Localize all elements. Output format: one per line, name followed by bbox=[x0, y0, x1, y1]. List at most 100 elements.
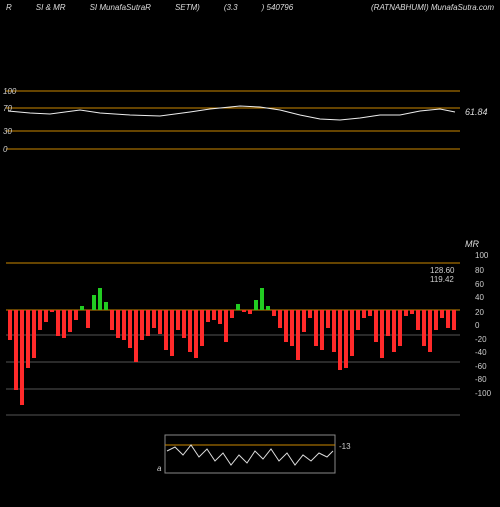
volume-bar bbox=[134, 310, 138, 362]
volume-bar bbox=[128, 310, 132, 348]
axis-label: 20 bbox=[475, 308, 484, 317]
axis-label: 0 bbox=[475, 321, 480, 330]
volume-bar bbox=[296, 310, 300, 360]
volume-bar bbox=[452, 310, 456, 330]
volume-bar bbox=[302, 310, 306, 332]
axis-label: 100 bbox=[3, 87, 17, 96]
volume-bar bbox=[434, 310, 438, 330]
hdr-ratna: (RATNABHUMI) MunafaSutra.com bbox=[371, 3, 494, 12]
hdr-v1: (3.3 bbox=[224, 3, 238, 12]
hdr-v2: ) 540796 bbox=[262, 3, 294, 12]
volume-bar bbox=[212, 310, 216, 320]
volume-bar bbox=[398, 310, 402, 346]
volume-bar bbox=[254, 300, 258, 310]
volume-bar bbox=[38, 310, 42, 330]
volume-bar bbox=[428, 310, 432, 352]
volume-bar bbox=[20, 310, 24, 405]
price-label: 128.60 bbox=[430, 266, 455, 275]
volume-bar bbox=[260, 288, 264, 310]
axis-label: -100 bbox=[475, 389, 492, 398]
axis-label: 30 bbox=[3, 127, 12, 136]
volume-bar bbox=[314, 310, 318, 346]
volume-bar bbox=[278, 310, 282, 328]
axis-label: -80 bbox=[475, 375, 487, 384]
volume-bar bbox=[308, 310, 312, 318]
volume-bar bbox=[116, 310, 120, 338]
volume-bar bbox=[380, 310, 384, 358]
volume-bar bbox=[74, 310, 78, 320]
mr-label: MR bbox=[465, 239, 479, 249]
volume-bar bbox=[104, 302, 108, 310]
volume-bar bbox=[56, 310, 60, 336]
volume-bar bbox=[272, 310, 276, 316]
volume-bar bbox=[188, 310, 192, 352]
volume-bar bbox=[242, 310, 246, 312]
hdr-munafa: SI MunafaSutraR bbox=[90, 3, 151, 12]
volume-bar bbox=[92, 295, 96, 310]
volume-bar bbox=[248, 310, 252, 314]
axis-label: -20 bbox=[475, 335, 487, 344]
volume-bar bbox=[86, 310, 90, 328]
volume-bar bbox=[170, 310, 174, 356]
volume-bar bbox=[50, 310, 54, 312]
volume-bar bbox=[350, 310, 354, 356]
volume-bar bbox=[176, 310, 180, 330]
volume-bar bbox=[230, 310, 234, 318]
volume-bar bbox=[422, 310, 426, 346]
volume-bar bbox=[26, 310, 30, 368]
volume-bar bbox=[362, 310, 366, 318]
volume-bar bbox=[392, 310, 396, 352]
volume-bar bbox=[32, 310, 36, 358]
chart-area: 1007030061.84MR128.60119.42100806040200-… bbox=[0, 15, 500, 507]
volume-bar bbox=[338, 310, 342, 370]
axis-label: 60 bbox=[475, 280, 484, 289]
hdr-r: R bbox=[6, 3, 12, 12]
volume-bar bbox=[410, 310, 414, 314]
volume-bar bbox=[320, 310, 324, 350]
volume-bar bbox=[236, 304, 240, 310]
volume-bar bbox=[110, 310, 114, 330]
volume-bar bbox=[368, 310, 372, 316]
volume-bar bbox=[266, 306, 270, 310]
volume-bar bbox=[290, 310, 294, 346]
volume-bar bbox=[326, 310, 330, 328]
volume-bar bbox=[416, 310, 420, 330]
chart-header: R SI & MR SI MunafaSutraR SETM) (3.3 ) 5… bbox=[0, 0, 500, 15]
volume-bar bbox=[194, 310, 198, 358]
volume-bar bbox=[446, 310, 450, 328]
price-label: 119.42 bbox=[430, 275, 454, 284]
hdr-simr: SI & MR bbox=[36, 3, 66, 12]
axis-label: 0 bbox=[3, 145, 8, 154]
hdr-setm: SETM) bbox=[175, 3, 200, 12]
volume-bar bbox=[140, 310, 144, 340]
volume-bar bbox=[158, 310, 162, 334]
volume-bar bbox=[356, 310, 360, 330]
volume-bar bbox=[224, 310, 228, 342]
volume-bar bbox=[146, 310, 150, 336]
volume-bar bbox=[44, 310, 48, 322]
volume-bar bbox=[404, 310, 408, 316]
volume-bar bbox=[332, 310, 336, 352]
volume-bar bbox=[386, 310, 390, 336]
volume-bar bbox=[218, 310, 222, 324]
volume-bar bbox=[344, 310, 348, 368]
mini-right-label: -13 bbox=[339, 442, 351, 451]
volume-bar bbox=[98, 288, 102, 310]
volume-bar bbox=[80, 306, 84, 310]
volume-bar bbox=[164, 310, 168, 350]
volume-bar bbox=[14, 310, 18, 390]
volume-bar bbox=[182, 310, 186, 338]
volume-bar bbox=[200, 310, 204, 346]
axis-label: 40 bbox=[475, 293, 484, 302]
volume-bar bbox=[8, 310, 12, 340]
axis-label: 100 bbox=[475, 251, 489, 260]
axis-label: 80 bbox=[475, 266, 484, 275]
volume-bar bbox=[68, 310, 72, 332]
mini-left-label: a bbox=[157, 464, 162, 473]
axis-label: -60 bbox=[475, 362, 487, 371]
volume-bar bbox=[206, 310, 210, 322]
mini-chart-frame bbox=[165, 435, 335, 473]
volume-bar bbox=[122, 310, 126, 340]
volume-bar bbox=[374, 310, 378, 342]
volume-bar bbox=[62, 310, 66, 338]
